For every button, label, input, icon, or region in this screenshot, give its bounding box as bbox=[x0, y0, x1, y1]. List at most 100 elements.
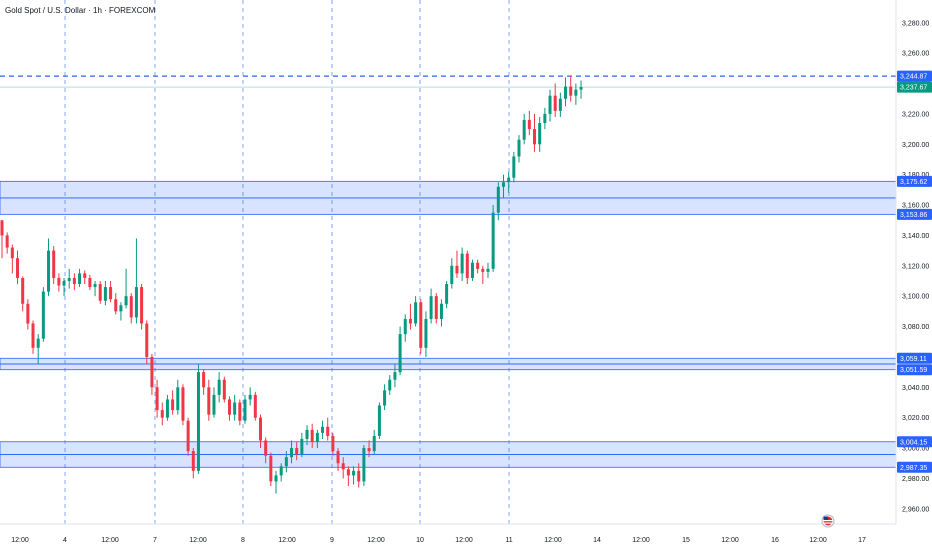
candle[interactable] bbox=[196, 364, 200, 474]
candle[interactable] bbox=[548, 89, 552, 122]
candle[interactable] bbox=[21, 276, 25, 312]
zone-band-upper[interactable] bbox=[0, 357, 897, 365]
candle[interactable] bbox=[26, 299, 30, 330]
candle[interactable] bbox=[295, 441, 299, 461]
candle[interactable] bbox=[501, 174, 505, 198]
candle[interactable] bbox=[171, 390, 175, 415]
candle[interactable] bbox=[186, 417, 190, 456]
candle[interactable] bbox=[119, 302, 123, 321]
candle[interactable] bbox=[403, 314, 407, 342]
zone-band-upper[interactable] bbox=[0, 441, 897, 455]
candle[interactable] bbox=[238, 399, 242, 426]
zone-band-lower[interactable] bbox=[0, 197, 897, 215]
candle[interactable] bbox=[310, 423, 314, 449]
zone-band-upper[interactable] bbox=[0, 180, 897, 199]
candle[interactable] bbox=[259, 414, 262, 449]
candle[interactable] bbox=[408, 303, 412, 330]
candle[interactable] bbox=[414, 296, 418, 327]
candle[interactable] bbox=[377, 402, 381, 439]
candle[interactable] bbox=[248, 387, 252, 406]
candle[interactable] bbox=[31, 320, 35, 354]
candle[interactable] bbox=[5, 232, 9, 254]
candle[interactable] bbox=[217, 372, 221, 403]
candle[interactable] bbox=[109, 280, 113, 303]
candle[interactable] bbox=[114, 293, 118, 315]
candle[interactable] bbox=[341, 457, 345, 479]
candle[interactable] bbox=[290, 440, 294, 464]
candle[interactable] bbox=[367, 440, 371, 458]
candle[interactable] bbox=[460, 247, 464, 281]
candle[interactable] bbox=[124, 268, 128, 309]
candle[interactable] bbox=[450, 258, 454, 289]
candle[interactable] bbox=[434, 293, 438, 324]
candle[interactable] bbox=[481, 265, 485, 285]
candle[interactable] bbox=[212, 387, 216, 418]
candle[interactable] bbox=[78, 268, 82, 288]
candle[interactable] bbox=[10, 244, 14, 274]
flag-icon[interactable] bbox=[821, 514, 835, 528]
candle[interactable] bbox=[517, 135, 521, 163]
candle[interactable] bbox=[103, 280, 107, 306]
candle[interactable] bbox=[533, 113, 537, 152]
candle[interactable] bbox=[574, 83, 578, 105]
candle[interactable] bbox=[388, 375, 392, 395]
candle[interactable] bbox=[16, 250, 20, 285]
candle[interactable] bbox=[372, 429, 376, 455]
candle[interactable] bbox=[140, 284, 144, 330]
candle[interactable] bbox=[227, 396, 231, 421]
candle[interactable] bbox=[98, 280, 102, 304]
candle[interactable] bbox=[362, 445, 366, 487]
candle[interactable] bbox=[36, 334, 40, 365]
candle[interactable] bbox=[191, 448, 195, 479]
candle[interactable] bbox=[424, 311, 428, 357]
candle[interactable] bbox=[41, 287, 45, 342]
candle[interactable] bbox=[315, 429, 319, 449]
candle[interactable] bbox=[284, 451, 288, 473]
candle[interactable] bbox=[486, 262, 490, 278]
candle[interactable] bbox=[419, 299, 423, 354]
candle[interactable] bbox=[274, 470, 278, 494]
candle[interactable] bbox=[357, 463, 361, 488]
candle[interactable] bbox=[346, 466, 350, 487]
candle[interactable] bbox=[181, 384, 185, 426]
candle[interactable] bbox=[233, 394, 237, 421]
candle[interactable] bbox=[155, 379, 159, 418]
candle[interactable] bbox=[269, 452, 273, 487]
candle[interactable] bbox=[52, 246, 56, 285]
candle[interactable] bbox=[553, 83, 557, 117]
zone-band-lower[interactable] bbox=[0, 363, 897, 371]
candle[interactable] bbox=[83, 270, 87, 285]
candle[interactable] bbox=[300, 432, 304, 458]
candle[interactable] bbox=[134, 238, 138, 324]
candle[interactable] bbox=[491, 205, 495, 272]
candle[interactable] bbox=[321, 420, 325, 439]
candle[interactable] bbox=[393, 364, 397, 388]
candle[interactable] bbox=[439, 299, 443, 327]
candle[interactable] bbox=[326, 417, 330, 441]
candle[interactable] bbox=[176, 379, 180, 415]
candle[interactable] bbox=[331, 432, 335, 456]
candle[interactable] bbox=[445, 280, 449, 309]
candle[interactable] bbox=[129, 293, 133, 324]
candle[interactable] bbox=[150, 353, 154, 395]
candle[interactable] bbox=[47, 238, 51, 297]
candle[interactable] bbox=[62, 277, 66, 297]
candle[interactable] bbox=[93, 280, 97, 297]
candle[interactable] bbox=[243, 394, 247, 424]
candle[interactable] bbox=[455, 250, 459, 278]
candle[interactable] bbox=[253, 391, 257, 421]
candle[interactable] bbox=[558, 92, 562, 117]
candle[interactable] bbox=[569, 75, 573, 102]
candle[interactable] bbox=[352, 466, 356, 485]
candle[interactable] bbox=[222, 376, 226, 403]
candle[interactable] bbox=[470, 259, 474, 281]
candle[interactable] bbox=[507, 171, 511, 193]
candle[interactable] bbox=[264, 437, 268, 464]
candle[interactable] bbox=[527, 110, 531, 136]
candle[interactable] bbox=[429, 288, 433, 324]
candle[interactable] bbox=[202, 369, 206, 395]
candle[interactable] bbox=[465, 250, 469, 285]
candle[interactable] bbox=[145, 320, 149, 365]
candle[interactable] bbox=[57, 273, 61, 292]
